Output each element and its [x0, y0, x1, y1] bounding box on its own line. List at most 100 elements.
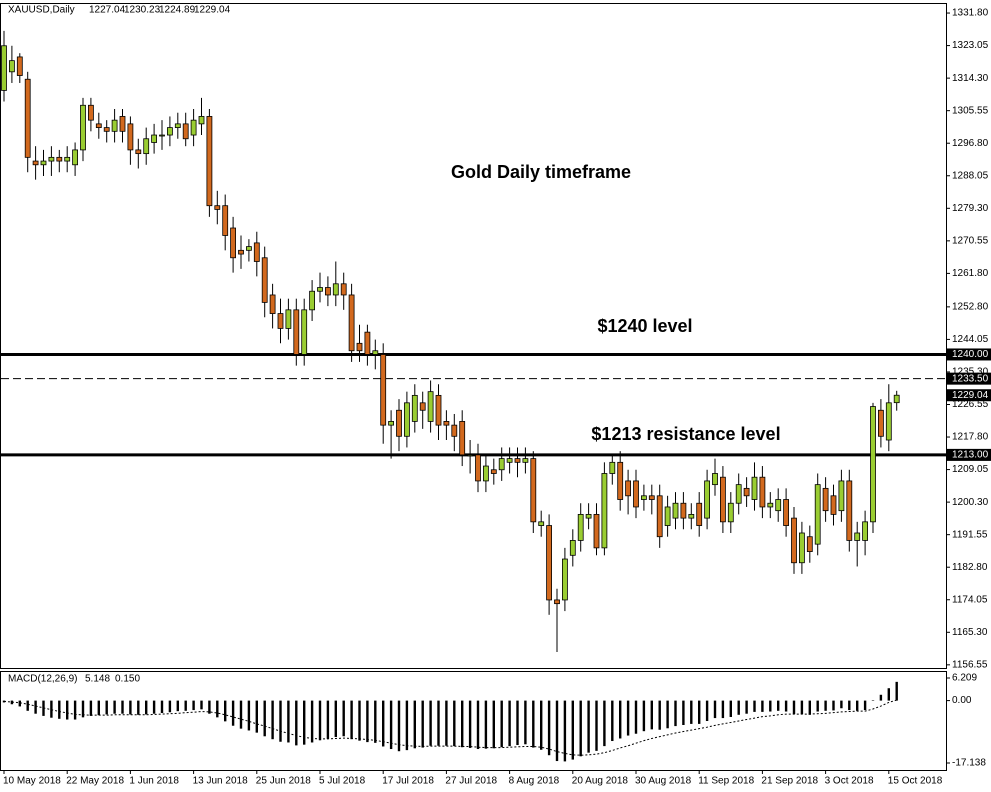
level-label: 1233.50 [952, 373, 989, 384]
candle-body [95, 123, 102, 128]
candle-body [712, 473, 718, 486]
y-tick-label: 1182.80 [952, 562, 988, 573]
macd-signal-value: 0.150 [115, 674, 140, 685]
candle-body [388, 421, 395, 426]
candle-body [609, 461, 616, 474]
macd-bar [192, 700, 195, 711]
candle-body [775, 499, 782, 512]
macd-bar [642, 700, 646, 732]
candle-body [253, 242, 260, 262]
candle-body [791, 517, 797, 564]
candle-body [301, 309, 308, 355]
candle-body [127, 123, 134, 151]
macd-bar [263, 700, 266, 737]
header-high: 1230.23 [124, 5, 161, 16]
candle-body [435, 394, 442, 426]
candle-body [704, 480, 710, 519]
macd-bar [18, 700, 21, 707]
candle-body [759, 476, 766, 508]
candle-body [348, 294, 355, 352]
candle-body [506, 458, 513, 463]
macd-bar [342, 700, 345, 737]
macd-bar [397, 700, 401, 752]
header-open: 1227.04 [89, 5, 126, 16]
candle-body [680, 502, 687, 519]
candle-body [261, 257, 268, 303]
macd-bar [579, 700, 582, 757]
candle-body [648, 495, 655, 500]
macd-bar [516, 700, 519, 746]
candle-body [238, 249, 244, 255]
candle-body [32, 160, 39, 166]
macd-bar [682, 700, 685, 725]
macd-bar [66, 700, 69, 720]
macd-bar [73, 700, 77, 720]
macd-bar [840, 700, 843, 709]
macd-bar [690, 700, 693, 724]
candle-body [206, 116, 213, 207]
macd-bar [58, 700, 61, 719]
candle-body [830, 495, 837, 515]
y-tick-label: 1252.80 [952, 302, 989, 313]
macd-bar [152, 700, 156, 714]
y-tick-label: -17.138 [952, 758, 986, 769]
candle-body [885, 402, 892, 441]
macd-bar [824, 700, 827, 711]
macd-bar [745, 700, 748, 714]
macd-bar [200, 700, 203, 710]
y-tick-label: 1261.80 [952, 268, 989, 279]
candle-body [159, 134, 165, 137]
candle-body [166, 127, 173, 136]
macd-bar [239, 700, 243, 729]
candle-body [40, 160, 47, 166]
y-tick-label: 1191.55 [952, 529, 988, 540]
y-tick-label: 1165.30 [952, 627, 988, 638]
candle-body [822, 487, 829, 512]
level-box [947, 348, 991, 361]
candle-body [103, 127, 110, 132]
y-tick-label: 1288.05 [952, 170, 989, 181]
level-label: 1213.00 [952, 450, 989, 461]
y-tick-label: 1270.55 [952, 235, 989, 246]
macd-bar [81, 700, 85, 718]
macd-bar [547, 700, 551, 756]
macd-bar [34, 700, 37, 714]
macd-bar [224, 700, 227, 722]
macd-bar [484, 700, 488, 749]
macd-bar [405, 700, 409, 751]
x-tick-label: 17 Jul 2018 [382, 776, 434, 787]
macd-bar [453, 700, 456, 747]
candle-body [838, 480, 845, 512]
macd-bar [137, 700, 140, 715]
macd-bar [168, 700, 172, 713]
macd-bar [492, 700, 495, 749]
y-tick-label: 0.00 [952, 695, 972, 706]
candle-body [198, 116, 205, 125]
y-tick-label: 1200.30 [952, 497, 989, 508]
macd-name: MACD(12,26,9) [8, 674, 77, 685]
candle-body [403, 402, 410, 437]
candle-body [617, 461, 624, 500]
candle-body [720, 476, 726, 523]
candle-body [799, 532, 805, 564]
candle-body [64, 156, 71, 162]
candle-body [48, 156, 55, 162]
candle-body [214, 205, 221, 210]
candle-body [356, 342, 363, 352]
macd-bar [247, 700, 251, 731]
macd-panel [0, 671, 947, 771]
candle-body [396, 409, 402, 437]
candle-body [427, 391, 434, 422]
candle-body [222, 205, 229, 236]
candle-body [324, 287, 331, 296]
y-tick-label: 1331.80 [952, 8, 989, 19]
x-tick-label: 13 Jun 2018 [193, 776, 248, 787]
macd-bar [437, 700, 440, 746]
x-tick-label: 25 Jun 2018 [256, 776, 311, 787]
candle-body [451, 424, 458, 437]
candle-body [332, 283, 339, 296]
macd-bar [674, 700, 677, 727]
y-tick-label: 1209.05 [952, 464, 989, 475]
candle-body [490, 469, 497, 474]
x-tick-label: 22 May 2018 [66, 776, 124, 787]
